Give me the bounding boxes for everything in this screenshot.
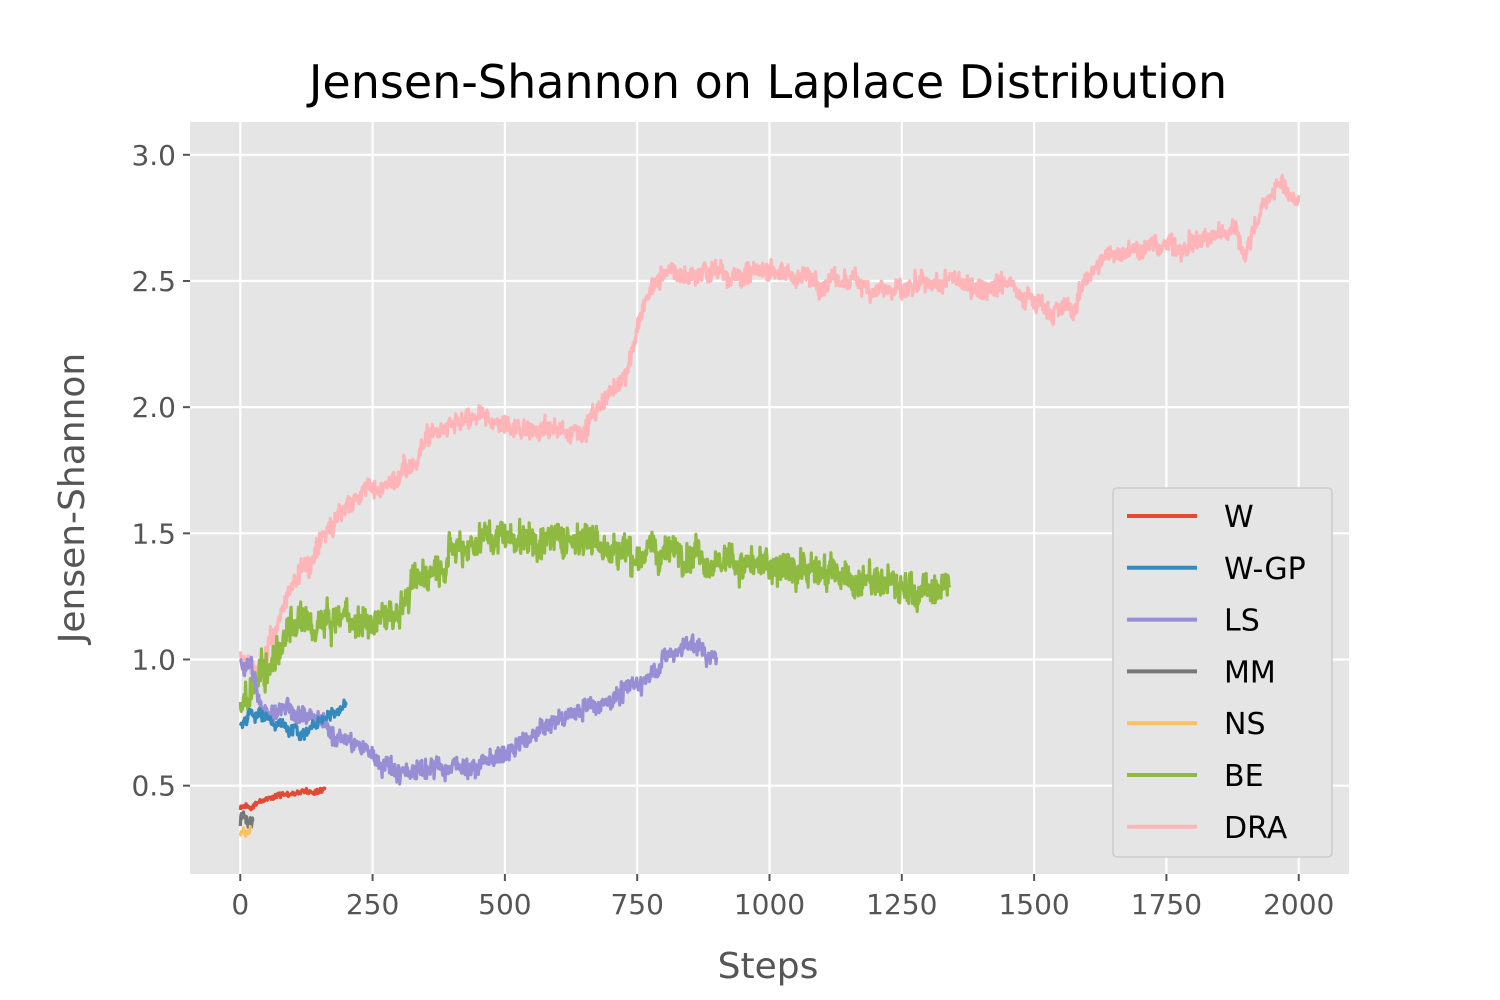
- y-tick-label: 1.5: [131, 517, 176, 550]
- y-tick-label: 3.0: [131, 139, 176, 172]
- x-tick-label: 750: [610, 888, 663, 921]
- legend-label-ns: NS: [1224, 707, 1265, 742]
- series-line-w: [238, 786, 327, 812]
- x-tick-label: 1000: [734, 888, 805, 921]
- series-line-dra: [238, 173, 1301, 679]
- series-line-be: [238, 517, 951, 714]
- series-line-ls: [239, 633, 719, 786]
- x-tick-label: 0: [231, 888, 249, 921]
- legend-label-ls: LS: [1224, 604, 1260, 639]
- legend: W W-GP LS MM NS BE DRA: [1112, 487, 1333, 858]
- x-tick-label: 2000: [1263, 888, 1334, 921]
- x-tick-label: 1250: [866, 888, 937, 921]
- legend-label-be: BE: [1224, 759, 1264, 794]
- legend-label-w: W: [1224, 500, 1254, 535]
- x-tick-label: 1500: [998, 888, 1069, 921]
- legend-label-dra: DRA: [1224, 811, 1288, 846]
- series-layer: [238, 173, 1301, 838]
- x-axis-label: Steps: [718, 946, 819, 987]
- legend-label-w-gp: W-GP: [1224, 552, 1306, 587]
- y-tick-label: 2.5: [131, 265, 176, 298]
- series-line-ns: [238, 824, 253, 838]
- legend-box: [1112, 487, 1333, 858]
- y-tick-label: 2.0: [131, 391, 176, 424]
- x-tick-label: 500: [478, 888, 531, 921]
- y-axis-label: Jensen-Shannon: [52, 353, 93, 646]
- chart-title: Jensen-Shannon on Laplace Distribution: [306, 55, 1227, 109]
- y-tick-label: 0.5: [131, 770, 176, 803]
- series-line-w-gp: [238, 698, 348, 742]
- x-tick-label: 250: [346, 888, 399, 921]
- y-tick-label: 1.0: [131, 644, 176, 677]
- axis-ticks: 0 250 500 750 1000 1250 1500 1750 2000 0.5 1.0 1.5 2…: [131, 139, 1334, 921]
- legend-label-mm: MM: [1224, 655, 1276, 690]
- x-tick-label: 1750: [1131, 888, 1202, 921]
